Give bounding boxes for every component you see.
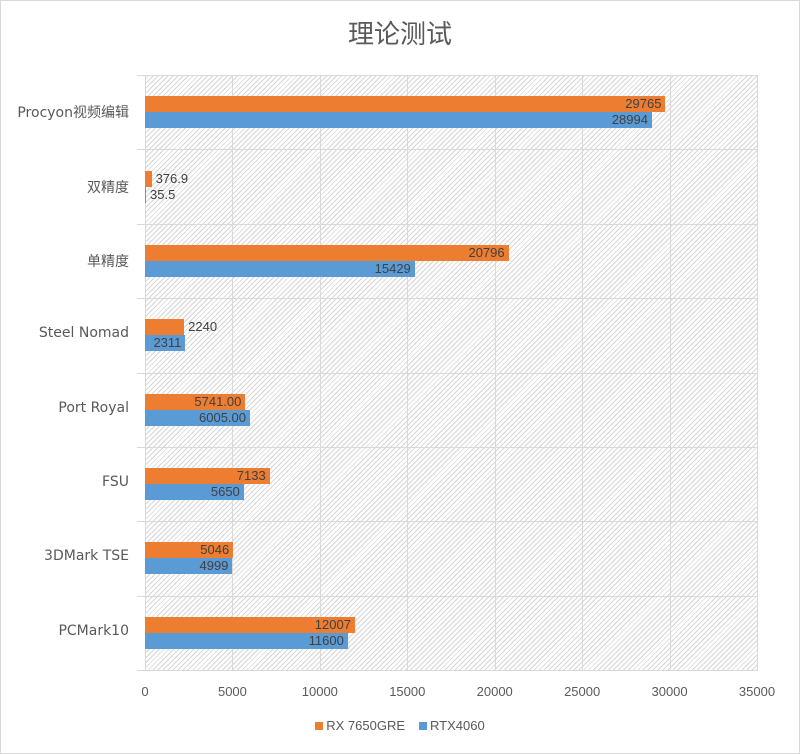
legend: RX 7650GRE RTX4060 bbox=[0, 718, 800, 733]
data-label: 11600 bbox=[308, 632, 344, 648]
category-separator bbox=[137, 149, 757, 151]
data-label: 2240 bbox=[188, 319, 218, 335]
legend-label: RX 7650GRE bbox=[326, 718, 406, 733]
bar-rx7650gre: 376.9 bbox=[145, 170, 188, 187]
bar-rtx4060: 11600 bbox=[145, 632, 348, 649]
vertical-gridline bbox=[757, 75, 758, 670]
chart-title: 理论测试 bbox=[347, 20, 452, 50]
data-label: 376.9 bbox=[155, 170, 189, 186]
category-separator bbox=[137, 223, 757, 225]
data-label: 4999 bbox=[199, 558, 229, 574]
data-label: 6005.00 bbox=[199, 409, 246, 425]
data-label: 5650 bbox=[210, 484, 240, 500]
bar-rtx4060: 4999 bbox=[145, 558, 233, 575]
legend-item: RTX4060 bbox=[419, 718, 485, 733]
bar-rx7650gre: 7133 bbox=[145, 468, 270, 485]
bar-rtx4060: 5650 bbox=[145, 484, 244, 501]
data-label: 15429 bbox=[374, 260, 411, 276]
category-separator bbox=[137, 298, 757, 300]
legend-swatch-icon bbox=[315, 721, 324, 730]
bar-rx7650gre: 5046 bbox=[145, 542, 234, 559]
category-label: PCMark10 bbox=[58, 622, 129, 639]
legend-swatch-icon bbox=[419, 721, 428, 730]
data-label: 7133 bbox=[236, 468, 266, 484]
category-separator bbox=[137, 75, 757, 76]
data-label: 20796 bbox=[468, 244, 505, 260]
category-separator bbox=[137, 446, 757, 448]
x-tick-label: 30000 bbox=[651, 684, 688, 699]
category-separator bbox=[137, 595, 757, 597]
data-label: 28994 bbox=[611, 112, 648, 128]
data-label: 5046 bbox=[200, 542, 230, 558]
bar-rtx4060: 2311 bbox=[145, 335, 186, 352]
category-separator bbox=[137, 521, 757, 523]
bar-rx7650gre: 2240 bbox=[145, 319, 217, 336]
data-label: 29765 bbox=[625, 96, 662, 112]
category-separator bbox=[137, 372, 757, 374]
bar-rx7650gre: 12007 bbox=[145, 616, 355, 633]
bar-rx7650gre: 5741.00 bbox=[145, 393, 246, 410]
x-tick-label: 15000 bbox=[389, 684, 426, 699]
bar-rx7650gre: 29765 bbox=[145, 96, 666, 113]
category-label: Steel Nomad bbox=[38, 325, 129, 342]
category-label: 单精度 bbox=[87, 253, 129, 270]
legend-item: RX 7650GRE bbox=[315, 718, 405, 733]
x-tick-label: 10000 bbox=[301, 684, 338, 699]
bar-rtx4060: 28994 bbox=[145, 112, 652, 129]
bar-rtx4060: 6005.00 bbox=[145, 409, 250, 426]
plot-area: 29765 28994 376.9 35.5 20796 15429 2240 2311 574… bbox=[137, 75, 758, 671]
x-tick-label: 0 bbox=[141, 684, 149, 699]
data-label: 5741.00 bbox=[194, 393, 242, 409]
bar-rtx4060: 35.5 bbox=[145, 186, 175, 203]
legend-label: RTX4060 bbox=[430, 718, 485, 733]
x-tick-label: 25000 bbox=[564, 684, 601, 699]
bar-rtx4060: 15429 bbox=[145, 260, 415, 277]
x-tick-label: 20000 bbox=[476, 684, 513, 699]
data-label: 12007 bbox=[314, 616, 351, 632]
category-label: 双精度 bbox=[87, 179, 129, 196]
category-label: FSU bbox=[102, 474, 129, 491]
category-label: Port Royal bbox=[58, 399, 129, 416]
data-label: 35.5 bbox=[150, 186, 176, 202]
x-tick-label: 5000 bbox=[217, 684, 247, 699]
data-label: 2311 bbox=[153, 335, 182, 351]
category-label: 3DMark TSE bbox=[44, 548, 129, 565]
category-separator bbox=[137, 670, 757, 671]
category-label: Procyon视频编辑 bbox=[17, 105, 129, 122]
bar-rx7650gre: 20796 bbox=[145, 244, 509, 261]
x-tick-label: 35000 bbox=[738, 684, 776, 699]
